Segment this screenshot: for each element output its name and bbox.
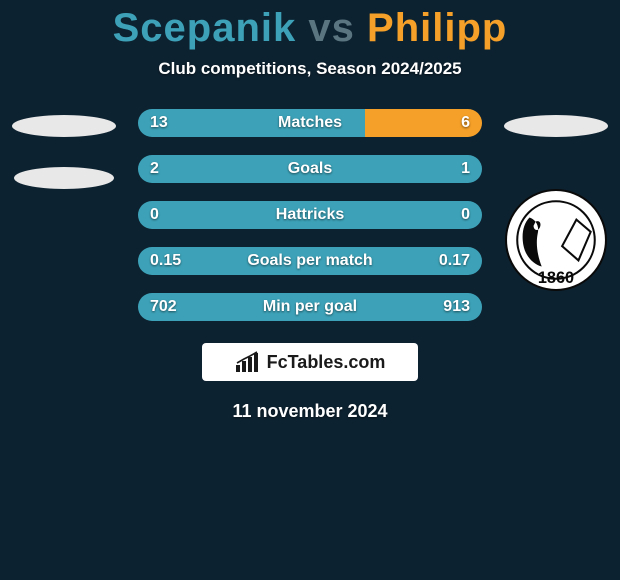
placeholder-ellipse — [14, 167, 114, 189]
stat-bar: 13 6 Matches — [138, 109, 482, 137]
stat-label: Matches — [278, 109, 342, 137]
content-area: 1860 136Matches21Goals00Hattricks0.150.1… — [0, 109, 620, 422]
stat-value-left: 13 — [150, 109, 168, 137]
stat-value-right: 1 — [461, 155, 470, 183]
vs-text: vs — [308, 6, 355, 50]
stat-label: Min per goal — [263, 293, 357, 321]
stat-value-right: 0 — [461, 201, 470, 229]
club-left-logo — [4, 109, 124, 189]
club-right-logo: 1860 — [496, 109, 616, 291]
date-label: 11 november 2024 — [0, 401, 620, 422]
stat-bar: 0 0 Hattricks — [138, 201, 482, 229]
stat-bar: 2 1 Goals — [138, 155, 482, 183]
club-badge-1860-icon: 1860 — [505, 189, 607, 291]
stat-label: Hattricks — [276, 201, 344, 229]
stat-value-right: 6 — [461, 109, 470, 137]
stat-value-right: 913 — [443, 293, 470, 321]
bar-chart-icon — [235, 351, 261, 373]
player1-name: Scepanik — [113, 6, 297, 50]
brand-label: FcTables.com — [267, 352, 386, 373]
page-title: Scepanik vs Philipp — [0, 0, 620, 51]
stat-bar: 702 913 Min per goal — [138, 293, 482, 321]
stat-value-left: 0 — [150, 201, 159, 229]
placeholder-ellipse — [504, 115, 608, 137]
stat-value-right: 0.17 — [439, 247, 470, 275]
stat-label: Goals — [288, 155, 332, 183]
stat-value-left: 0.15 — [150, 247, 181, 275]
svg-text:1860: 1860 — [538, 269, 574, 287]
stat-bars: 13 6 Matches 2 1 Goals 0 0 Hattricks 0.15 0.17 Goal… — [138, 109, 482, 321]
brand-box: FcTables.com — [202, 343, 418, 381]
placeholder-ellipse — [12, 115, 116, 137]
stat-label: Goals per match — [247, 247, 372, 275]
subtitle: Club competitions, Season 2024/2025 — [0, 59, 620, 79]
player2-name: Philipp — [367, 6, 507, 50]
stat-value-left: 702 — [150, 293, 177, 321]
stat-bar: 0.15 0.17 Goals per match — [138, 247, 482, 275]
stat-value-left: 2 — [150, 155, 159, 183]
